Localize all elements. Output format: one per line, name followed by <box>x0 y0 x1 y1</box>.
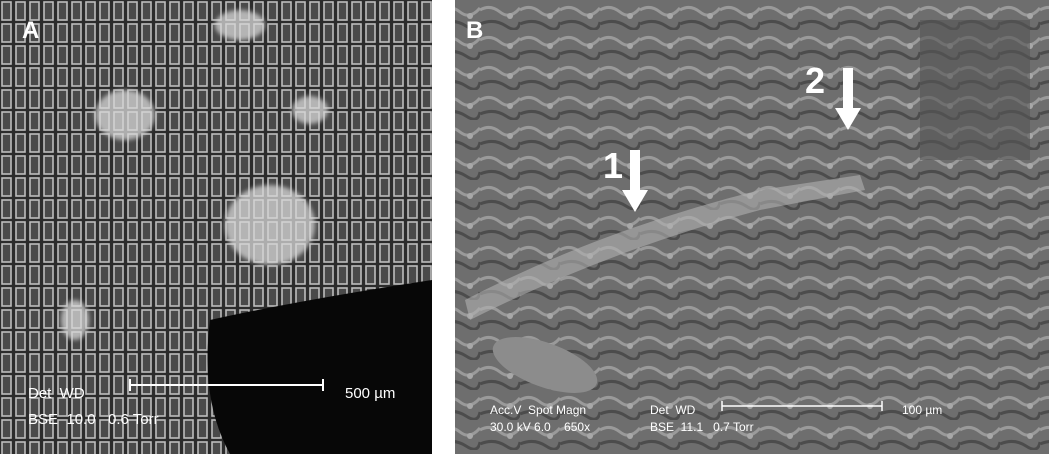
scale-label: 100 µm <box>902 403 942 417</box>
info-text: 30.0 kV 6.0 650x <box>490 420 590 434</box>
panel-label: B <box>466 17 483 44</box>
marker: 2 <box>805 60 825 101</box>
panel-b: B 1 2 Acc.V Spot Magn 30.0 kV 6.0 650x D… <box>455 0 1049 454</box>
info-text: BSE 11.1 0.7 Torr <box>650 420 754 434</box>
info-text: BSE 10.0 0.6 Torr <box>28 411 159 428</box>
info-text: Det WD <box>28 385 85 402</box>
info-text: Acc.V Spot Magn <box>490 403 586 417</box>
figure: A Det WD BSE 10.0 0.6 Torr 500 µm B 1 2 … <box>0 0 1049 454</box>
panel-a: A Det WD BSE 10.0 0.6 Torr 500 µm <box>0 0 432 454</box>
scale-label: 500 µm <box>345 385 395 402</box>
marker: 1 <box>603 145 623 186</box>
info-text: Det WD <box>650 403 696 417</box>
cell-cluster <box>920 20 1030 160</box>
panel-label: A <box>22 17 39 44</box>
